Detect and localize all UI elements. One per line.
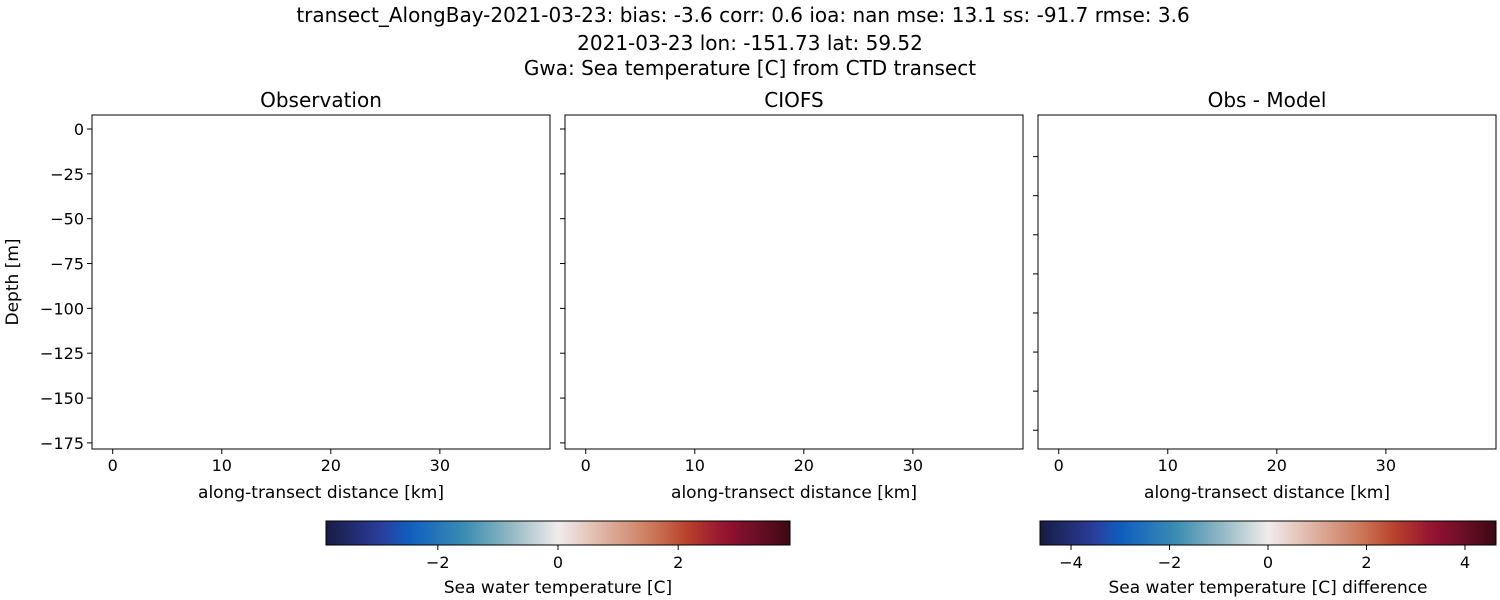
subplot-title: Obs - Model <box>1208 88 1327 112</box>
colorbar-gradient <box>325 520 791 546</box>
subplot-2: 0 10 20 30 CIOFS along-transect distance [km] <box>560 88 1024 503</box>
colorbar-tick-label: 4 <box>1460 553 1470 572</box>
subplot-title: CIOFS <box>764 88 823 112</box>
x-axis-label: along-transect distance [km] <box>671 483 917 503</box>
x-tick-label: 10 <box>1158 456 1178 475</box>
x-tick-label: 10 <box>212 456 232 475</box>
subplot-1: 0 10 20 30 0 −25 −50 −75 −100 −125 −150 −175 Observa… <box>3 88 551 503</box>
title-line-3: Gwa: Sea temperature [C] from CTD transe… <box>524 56 976 80</box>
title-line-1: transect_AlongBay-2021-03-23: bias: -3.6… <box>296 3 1189 27</box>
colorbar-tick-label: 0 <box>553 553 563 572</box>
x-tick-label: 20 <box>321 456 341 475</box>
x-tick-label: 30 <box>430 456 450 475</box>
x-tick-label: 10 <box>685 456 705 475</box>
x-tick-label: 0 <box>1054 456 1064 475</box>
y-tick-label: −75 <box>50 255 84 274</box>
colorbar-tick-label: −4 <box>1059 553 1083 572</box>
x-tick-label: 0 <box>108 456 118 475</box>
colorbar-2: −4 −2 0 2 4 Sea water temperature [C] differe… <box>1039 520 1497 598</box>
station-profiles <box>581 124 1005 432</box>
x-tick-label: 30 <box>903 456 923 475</box>
y-tick-label: 0 <box>74 120 84 139</box>
x-tick-label: 20 <box>1267 456 1287 475</box>
colorbar-label: Sea water temperature [C] <box>444 578 672 598</box>
colorbar-label: Sea water temperature [C] difference <box>1108 578 1427 598</box>
colorbar-tick-label: 2 <box>673 553 683 572</box>
station-profiles <box>108 124 532 439</box>
x-tick-label: 30 <box>1376 456 1396 475</box>
colorbar-tick-label: 0 <box>1263 553 1273 572</box>
x-tick-label: 0 <box>581 456 591 475</box>
y-tick-label: −125 <box>40 344 84 363</box>
subplot-3: 0 10 20 30 Obs - Model along-transect distanc… <box>1033 88 1497 503</box>
colorbar-tick-label: −2 <box>426 553 450 572</box>
x-tick-label: 20 <box>794 456 814 475</box>
y-tick-label: −25 <box>50 165 84 184</box>
x-axis-label: along-transect distance [km] <box>198 483 444 503</box>
title-line-2: 2021-03-23 lon: -151.73 lat: 59.52 <box>577 31 923 55</box>
subplot-title: Observation <box>260 88 382 112</box>
colorbar-gradient <box>1039 520 1497 546</box>
axes-frame <box>1037 114 1497 450</box>
y-tick-label: −175 <box>40 434 84 453</box>
colorbar-tick-label: −2 <box>1158 553 1182 572</box>
y-axis-label: Depth [m] <box>3 238 23 325</box>
x-axis-label: along-transect distance [km] <box>1144 483 1390 503</box>
y-tick-label: −100 <box>40 299 84 318</box>
station-profiles <box>1054 115 1478 446</box>
axes-frame <box>91 114 551 450</box>
y-tick-label: −50 <box>50 210 84 229</box>
axes-frame <box>564 114 1024 450</box>
colorbar-tick-label: 2 <box>1361 553 1371 572</box>
y-tick-label: −150 <box>40 389 84 408</box>
